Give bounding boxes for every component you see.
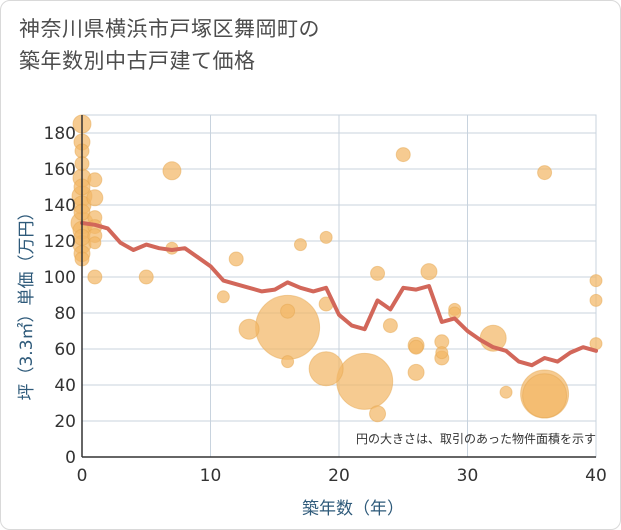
title-line-1: 神奈川県横浜市戸塚区舞岡町の [19,17,320,41]
trend-line-group [80,221,598,368]
data-point [589,274,603,288]
title-line-2: 築年数別中古戸建て価格 [19,49,256,73]
data-point [162,161,182,181]
trend-line [80,221,598,368]
data-point [308,351,344,387]
data-point [88,236,102,250]
y-tick-label: 100 [44,268,76,288]
data-point [522,373,568,419]
data-point [499,385,513,399]
chart-title: 神奈川県横浜市戸塚区舞岡町の 築年数別中古戸建て価格 [19,13,320,77]
data-point [395,147,411,163]
size-note: 円の大きさは、取引のあった物件面積を示す [356,431,596,446]
x-tick-label: 20 [328,466,350,486]
data-point [369,405,387,423]
data-point [87,269,103,285]
x-tick-label: 0 [77,466,88,486]
data-point [216,290,230,304]
y-tick-label: 140 [44,196,76,216]
data-point [138,269,154,285]
data-point [589,293,603,307]
data-point [407,363,425,381]
y-axis-label: 坪（3.3㎡）単価（万円） [17,203,37,400]
data-point [408,339,424,355]
data-point [319,230,333,244]
grid [81,114,597,458]
data-point [228,251,244,267]
y-tick-label: 160 [44,160,76,180]
x-tick-label: 10 [200,466,222,486]
data-point [280,303,296,319]
y-tick-label: 180 [44,124,76,144]
y-tick-label: 80 [54,304,76,324]
y-tick-label: 40 [54,376,76,396]
x-tick-label: 30 [457,466,479,486]
data-point [86,189,104,207]
data-point [87,172,103,188]
y-tick-label: 20 [54,412,76,432]
x-tick-label: 40 [585,466,607,486]
y-tick-label: 0 [65,448,76,468]
x-axis-label: 築年数（年） [302,499,404,519]
y-tick-label: 120 [44,232,76,252]
y-tick-label: 60 [54,340,76,360]
data-point [336,352,394,410]
data-point [537,165,553,181]
data-point [382,318,398,334]
data-point [293,238,307,252]
bubbles [70,114,603,423]
data-point [420,263,438,281]
data-point [238,318,260,340]
data-point [281,355,295,369]
data-point [370,265,386,281]
axes: 0 20 40 60 80 100 120 140 160 180 0 10 20 30 40 [44,115,607,486]
data-point [435,346,449,360]
